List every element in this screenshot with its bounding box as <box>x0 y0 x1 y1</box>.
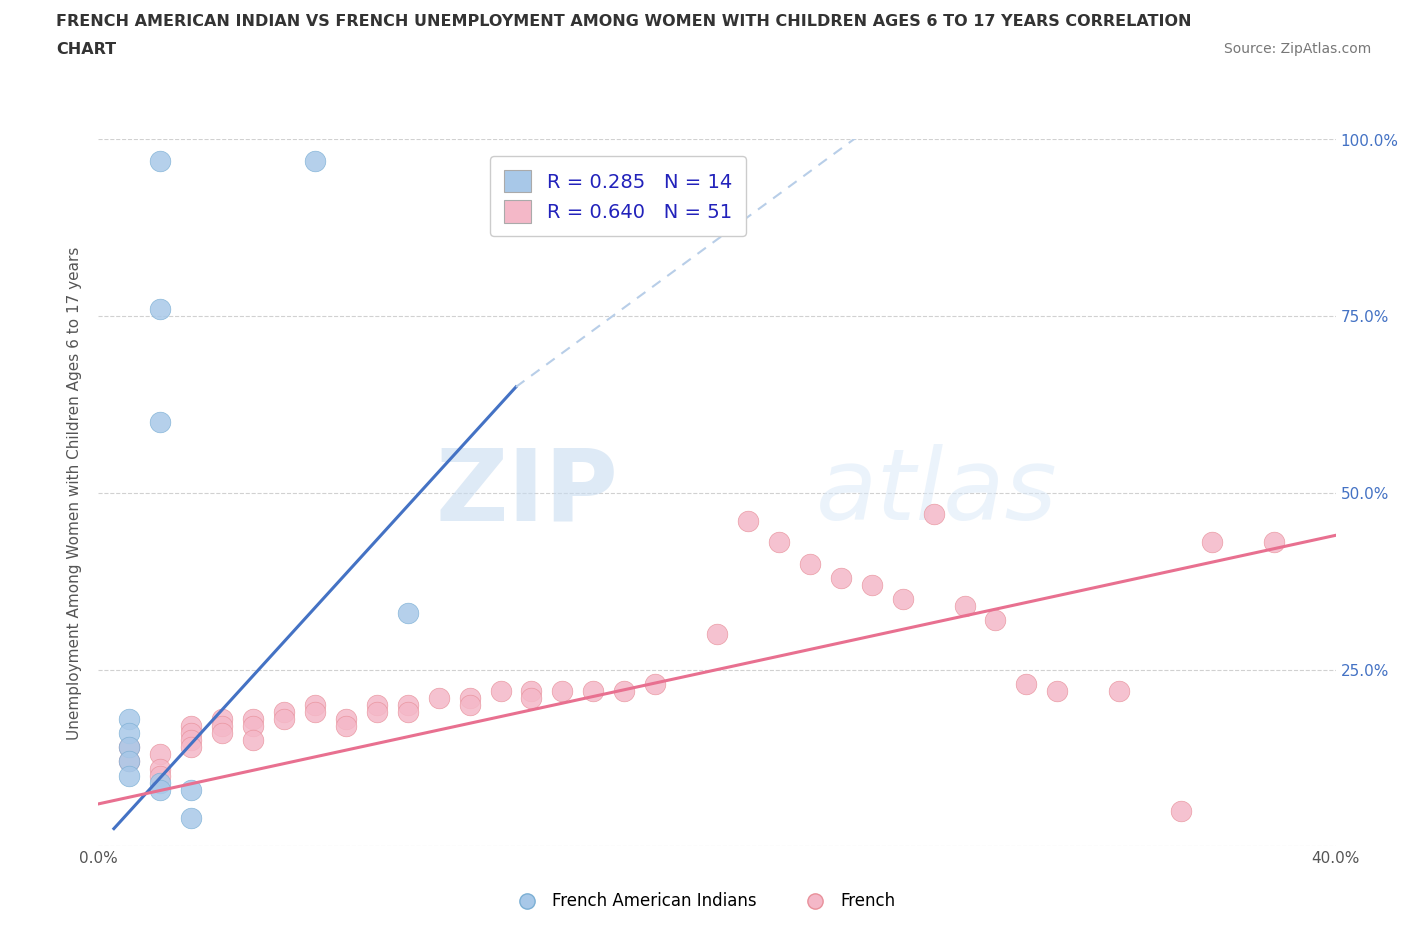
Point <box>1201 535 1223 550</box>
Point <box>830 570 852 585</box>
Point <box>304 705 326 720</box>
Point <box>149 415 172 430</box>
Text: atlas: atlas <box>815 445 1057 541</box>
Point <box>458 690 481 705</box>
Point <box>149 768 172 783</box>
Point <box>180 719 202 734</box>
Text: Source: ZipAtlas.com: Source: ZipAtlas.com <box>1223 42 1371 56</box>
Text: CHART: CHART <box>56 42 117 57</box>
Point <box>1108 684 1130 698</box>
Point <box>427 690 450 705</box>
Point <box>458 698 481 712</box>
Point <box>335 711 357 726</box>
Point <box>149 782 172 797</box>
Point <box>304 153 326 168</box>
Text: ZIP: ZIP <box>436 445 619 541</box>
Point <box>242 719 264 734</box>
Point <box>737 513 759 528</box>
Point <box>180 725 202 740</box>
Point <box>180 811 202 826</box>
Point <box>860 578 883 592</box>
Point <box>396 705 419 720</box>
Legend: R = 0.285   N = 14, R = 0.640   N = 51: R = 0.285 N = 14, R = 0.640 N = 51 <box>491 156 745 236</box>
Point <box>304 698 326 712</box>
Point <box>118 754 141 769</box>
Point <box>242 711 264 726</box>
Point <box>180 782 202 797</box>
Point <box>180 740 202 755</box>
Point <box>891 591 914 606</box>
Point <box>922 507 945 522</box>
Point <box>706 627 728 642</box>
Point <box>211 711 233 726</box>
Point <box>520 684 543 698</box>
Point <box>366 698 388 712</box>
Point <box>799 556 821 571</box>
Point <box>582 684 605 698</box>
Point <box>118 725 141 740</box>
Point <box>1015 676 1038 691</box>
Point <box>149 301 172 316</box>
Point <box>984 613 1007 628</box>
Point <box>149 747 172 762</box>
Point <box>335 719 357 734</box>
Point <box>273 705 295 720</box>
Point <box>396 605 419 620</box>
Point <box>1046 684 1069 698</box>
Point <box>149 776 172 790</box>
Point <box>1263 535 1285 550</box>
Point <box>551 684 574 698</box>
Point <box>768 535 790 550</box>
Point <box>644 676 666 691</box>
Point <box>118 711 141 726</box>
Point <box>211 719 233 734</box>
Point <box>149 153 172 168</box>
Point <box>489 684 512 698</box>
Point <box>118 740 141 755</box>
Point <box>366 705 388 720</box>
Y-axis label: Unemployment Among Women with Children Ages 6 to 17 years: Unemployment Among Women with Children A… <box>67 246 83 739</box>
Point <box>242 733 264 748</box>
Point <box>118 740 141 755</box>
Point <box>396 698 419 712</box>
Point <box>613 684 636 698</box>
Text: FRENCH AMERICAN INDIAN VS FRENCH UNEMPLOYMENT AMONG WOMEN WITH CHILDREN AGES 6 T: FRENCH AMERICAN INDIAN VS FRENCH UNEMPLO… <box>56 14 1192 29</box>
Point <box>520 690 543 705</box>
Point <box>149 761 172 776</box>
Point <box>211 725 233 740</box>
Point <box>1170 804 1192 818</box>
Point <box>953 599 976 614</box>
Point <box>273 711 295 726</box>
Point <box>118 768 141 783</box>
Legend: French American Indians, French: French American Indians, French <box>503 885 903 917</box>
Point <box>180 733 202 748</box>
Point <box>118 754 141 769</box>
